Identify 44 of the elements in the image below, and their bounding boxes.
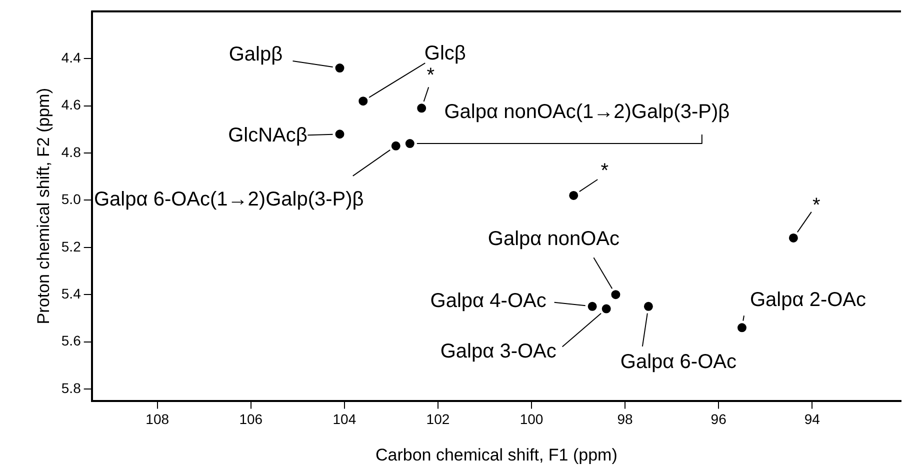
y-tick-label: 4.6 xyxy=(61,96,82,113)
annotation: * xyxy=(812,194,821,216)
y-tick-label: 5.2 xyxy=(61,238,82,254)
annotation: Galpβ xyxy=(228,44,283,66)
y-tick-label: 5.6 xyxy=(61,332,82,349)
x-tick-label: 98 xyxy=(617,411,634,428)
point xyxy=(391,141,400,150)
x-tick-label: 94 xyxy=(804,411,820,428)
annotation: Galpα 2-OAc xyxy=(750,289,866,312)
point xyxy=(588,302,597,311)
y-axis-title: Proton chemical shift, F2 (ppm) xyxy=(34,88,53,324)
point xyxy=(602,304,611,314)
point xyxy=(358,96,368,106)
point xyxy=(788,233,798,242)
x-tick-label: 100 xyxy=(520,411,544,428)
y-tick-label: 4.4 xyxy=(61,49,82,66)
annotation: * xyxy=(600,160,609,182)
point xyxy=(335,130,344,139)
x-tick-label: 104 xyxy=(332,411,356,428)
x-tick-label: 108 xyxy=(146,411,170,428)
annotation: * xyxy=(426,64,435,87)
annotation: GlcNAcβ xyxy=(228,124,308,147)
y-tick-label: 5.4 xyxy=(61,285,82,302)
point xyxy=(644,302,653,311)
annotation: Galpα 4-OAc xyxy=(430,290,546,312)
x-tick-label: 106 xyxy=(239,411,263,428)
y-tick-label: 5.0 xyxy=(61,191,82,208)
y-tick-label: 5.8 xyxy=(61,380,82,396)
annotation: Galpα 3-OAc xyxy=(440,340,556,362)
annotation: Galpα 6-OAc xyxy=(620,350,736,373)
point xyxy=(417,104,426,113)
point xyxy=(335,64,344,73)
point xyxy=(737,323,746,332)
annotation: Galpα nonOAc(1→2)Galp(3-P)β xyxy=(444,101,730,124)
y-tick-label: 4.8 xyxy=(61,144,82,160)
point xyxy=(611,290,620,300)
point xyxy=(569,190,578,200)
x-axis-title: Carbon chemical shift, F1 (ppm) xyxy=(375,445,618,464)
point xyxy=(405,139,414,148)
x-tick-label: 102 xyxy=(426,411,450,428)
annotation: Galpα nonOAc xyxy=(488,228,620,250)
annotation: Galpα 6-OAc(1→2)Galp(3-P)β xyxy=(94,188,364,210)
annotation: Glcβ xyxy=(424,42,466,65)
x-tick-label: 96 xyxy=(710,411,727,428)
